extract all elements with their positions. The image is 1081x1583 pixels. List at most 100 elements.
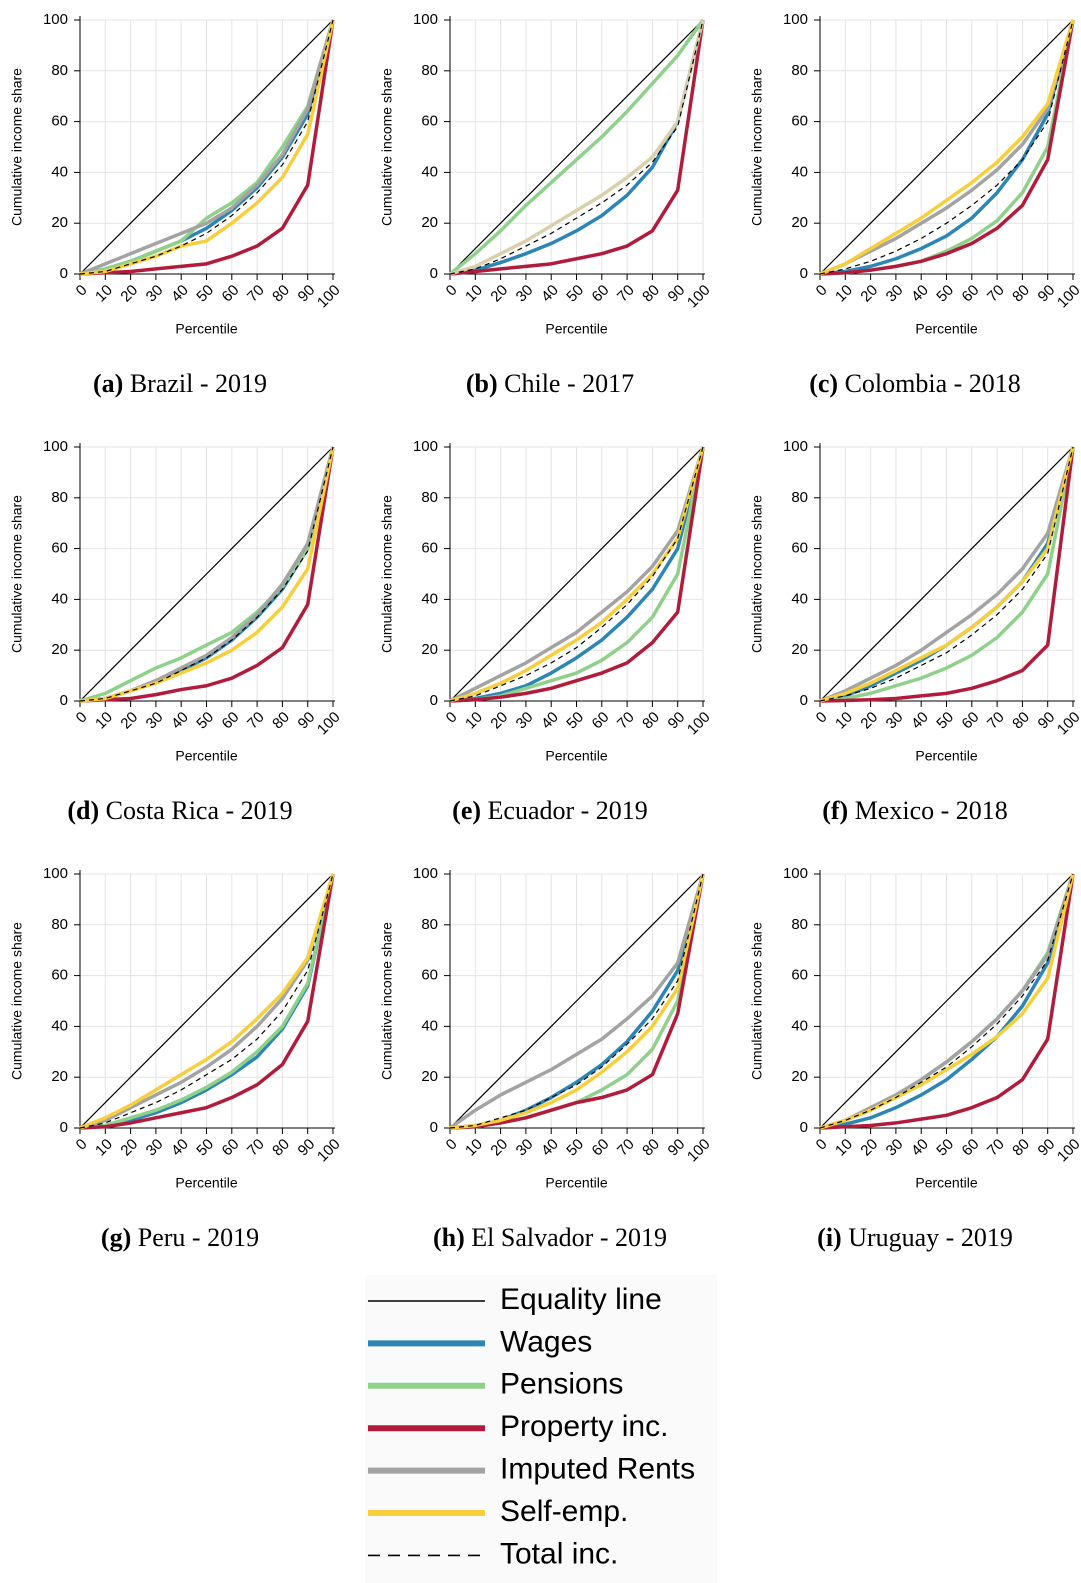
y-axis-title: Cumulative income share [379, 922, 395, 1080]
caption-label: (i) [817, 1223, 842, 1252]
x-axis-title: Percentile [545, 321, 607, 337]
x-tick-label: 10 [462, 709, 486, 733]
y-tick-label: 0 [800, 692, 808, 709]
x-tick-label: 20 [857, 1136, 881, 1160]
x-tick-label: 0 [443, 1136, 461, 1154]
y-tick-label: 100 [413, 438, 438, 455]
x-tick-label: 0 [73, 282, 91, 300]
x-tick-label: 80 [269, 282, 293, 306]
caption-title: Colombia - 2018 [845, 369, 1021, 398]
x-tick-label: 50 [563, 282, 587, 306]
y-axis-title: Cumulative income share [9, 922, 25, 1080]
x-tick-label: 80 [1009, 282, 1033, 306]
caption: (f) Mexico - 2018 [822, 796, 1008, 825]
x-axis-title: Percentile [915, 321, 977, 337]
series-line [79, 19, 335, 276]
x-tick-label: 10 [832, 282, 856, 306]
caption-label: (f) [822, 796, 848, 825]
y-tick-label: 60 [421, 540, 438, 557]
x-tick-label: 10 [462, 1136, 486, 1160]
x-tick-label: 10 [92, 1136, 116, 1160]
series-line [449, 446, 705, 703]
x-tick-label: 60 [219, 282, 243, 306]
y-axis-title: Cumulative income share [749, 68, 765, 226]
series-line [79, 446, 335, 703]
x-tick-label: 80 [1009, 1136, 1033, 1160]
x-tick-label: 40 [168, 282, 192, 306]
series-line [449, 446, 704, 702]
y-tick-label: 40 [421, 590, 438, 607]
x-tick-label: 20 [487, 1136, 511, 1160]
x-tick-label: 30 [513, 709, 537, 733]
x-tick-label: 40 [538, 1136, 562, 1160]
caption-label: (d) [67, 796, 99, 825]
x-tick-label: 70 [984, 282, 1008, 306]
x-tick-label: 60 [219, 1136, 243, 1160]
series-line [819, 19, 1075, 276]
x-tick-label: 0 [443, 709, 461, 727]
y-tick-label: 80 [791, 489, 808, 506]
x-tick-label: 60 [589, 282, 613, 306]
x-tick-label: 30 [143, 282, 167, 306]
x-tick-label: 60 [589, 709, 613, 733]
x-tick-label: 80 [1009, 709, 1033, 733]
x-axis-title: Percentile [175, 1175, 237, 1191]
x-tick-label: 100 [314, 1136, 344, 1166]
x-tick-label: 30 [883, 282, 907, 306]
series-line [79, 873, 335, 1130]
x-tick-label: 50 [193, 1136, 217, 1160]
series-line [819, 19, 1074, 275]
y-tick-label: 0 [60, 1119, 68, 1136]
x-tick-label: 100 [1054, 1136, 1081, 1166]
caption-title: Costa Rica - 2019 [106, 796, 293, 825]
series-line [819, 19, 1075, 276]
x-tick-label: 60 [589, 1136, 613, 1160]
x-tick-label: 70 [244, 1136, 268, 1160]
x-tick-label: 60 [959, 709, 983, 733]
caption-title: Uruguay - 2019 [848, 1223, 1013, 1252]
y-tick-label: 0 [430, 1119, 438, 1136]
x-tick-label: 90 [665, 709, 689, 733]
caption: (c) Colombia - 2018 [809, 369, 1021, 398]
x-tick-label: 0 [73, 1136, 91, 1154]
x-tick-label: 80 [639, 1136, 663, 1160]
x-tick-label: 80 [269, 709, 293, 733]
y-tick-label: 20 [51, 214, 68, 231]
caption-label: (a) [93, 369, 123, 398]
legend-label: Equality line [500, 1283, 662, 1316]
x-tick-label: 30 [883, 709, 907, 733]
y-tick-label: 100 [783, 865, 808, 882]
series-line [449, 873, 705, 1130]
y-tick-label: 100 [43, 438, 68, 455]
y-tick-label: 40 [421, 163, 438, 180]
y-tick-label: 40 [791, 590, 808, 607]
y-tick-label: 20 [421, 1068, 438, 1085]
y-tick-label: 60 [421, 113, 438, 130]
x-tick-label: 40 [908, 709, 932, 733]
y-tick-label: 20 [51, 1068, 68, 1085]
series-line [449, 19, 704, 275]
y-axis-title: Cumulative income share [749, 922, 765, 1080]
y-tick-label: 60 [791, 113, 808, 130]
x-tick-label: 40 [538, 709, 562, 733]
series-line [79, 873, 335, 1130]
caption-title: Peru - 2019 [138, 1223, 259, 1252]
x-tick-label: 30 [513, 282, 537, 306]
y-tick-label: 80 [421, 62, 438, 79]
legend-label: Imputed Rents [500, 1453, 695, 1486]
y-tick-label: 0 [430, 265, 438, 282]
x-tick-label: 40 [908, 282, 932, 306]
x-tick-label: 40 [538, 282, 562, 306]
series-line [819, 873, 1075, 1130]
y-tick-label: 0 [430, 692, 438, 709]
y-axis-title: Cumulative income share [9, 68, 25, 226]
caption: (g) Peru - 2019 [101, 1223, 259, 1252]
series-line [819, 446, 1074, 702]
caption-label: (g) [101, 1223, 131, 1252]
y-tick-label: 80 [421, 916, 438, 933]
y-tick-label: 100 [783, 438, 808, 455]
y-tick-label: 80 [51, 916, 68, 933]
